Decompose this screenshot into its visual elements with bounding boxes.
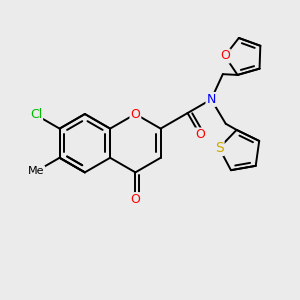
Text: O: O (130, 193, 140, 206)
Text: O: O (220, 50, 230, 62)
Text: Me: Me (28, 167, 44, 176)
Text: N: N (206, 93, 216, 106)
Text: Cl: Cl (30, 109, 42, 122)
Text: S: S (215, 141, 224, 155)
Text: O: O (130, 107, 140, 121)
Text: O: O (195, 128, 205, 141)
